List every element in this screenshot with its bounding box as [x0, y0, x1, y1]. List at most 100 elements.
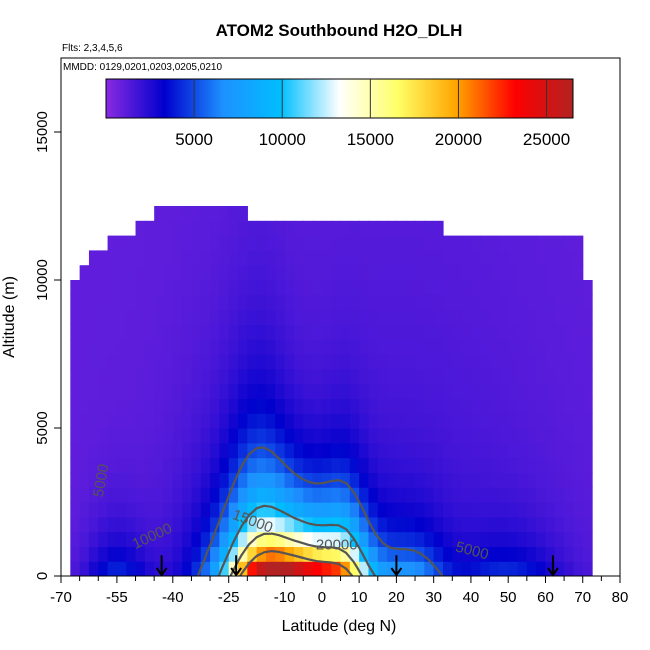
heatmap-cell: [182, 235, 193, 251]
heatmap-cell: [461, 487, 472, 503]
heatmap-cell: [312, 531, 323, 547]
heatmap-cell: [470, 487, 481, 503]
heatmap-cell: [377, 413, 388, 429]
heatmap-cell: [405, 294, 416, 311]
heatmap-cell: [98, 561, 109, 576]
heatmap-cell: [405, 250, 416, 266]
heatmap-cell: [88, 561, 99, 576]
heatmap-cell: [126, 516, 137, 533]
heatmap-cell: [526, 280, 537, 296]
heatmap-cell: [340, 309, 351, 325]
heatmap-cell: [424, 280, 435, 296]
heatmap-cell: [377, 324, 388, 340]
heatmap-cell: [182, 309, 193, 325]
heatmap-cell: [238, 428, 248, 444]
heatmap-cell: [331, 294, 342, 311]
heatmap-cell: [144, 561, 155, 576]
heatmap-cell: [387, 354, 397, 370]
heatmap-cell: [303, 472, 314, 488]
heatmap-cell: [582, 487, 593, 503]
heatmap-cell: [321, 250, 332, 266]
heatmap-cell: [349, 324, 360, 340]
heatmap-cell: [265, 354, 276, 370]
heatmap-cell: [442, 383, 453, 399]
heatmap-cell: [238, 324, 248, 340]
heatmap-cell: [154, 383, 165, 399]
x-axis: -70 -55 -40 -25 -10 0 10 20 30 40 50 60 70 80: [50, 576, 628, 606]
heatmap-cell: [545, 428, 556, 444]
heatmap-cell: [265, 265, 276, 281]
heatmap-cell: [303, 280, 314, 296]
heatmap-cell: [526, 368, 537, 385]
heatmap-cell: [554, 235, 565, 251]
heatmap-cell: [508, 487, 519, 503]
heatmap-cell: [107, 309, 118, 325]
heatmap-cell: [517, 368, 528, 385]
heatmap-cell: [321, 546, 332, 562]
heatmap-cell: [265, 472, 276, 488]
heatmap-cell: [135, 280, 146, 296]
heatmap-cell: [433, 487, 444, 503]
heatmap-cell: [191, 206, 202, 222]
heatmap-cell: [480, 487, 491, 503]
heatmap-cell: [321, 324, 332, 340]
heatmap-cell: [116, 472, 127, 488]
heatmap-cell: [238, 206, 248, 222]
heatmap-cell: [424, 235, 435, 251]
heatmap-cell: [564, 398, 575, 414]
heatmap-cell: [461, 235, 472, 251]
heatmap-cell: [442, 265, 453, 281]
heatmap-cell: [573, 354, 584, 370]
heatmap-cell: [433, 250, 444, 266]
heatmap-cell: [498, 368, 509, 385]
heatmap-cell: [396, 516, 407, 533]
heatmap-cell: [303, 516, 314, 533]
heatmap-cell: [163, 220, 174, 237]
heatmap-cell: [98, 472, 109, 488]
heatmap-cell: [107, 235, 118, 251]
heatmap-cell: [265, 413, 276, 429]
heatmap-cell: [415, 413, 425, 429]
heatmap-cell: [238, 354, 248, 370]
heatmap-cell: [321, 265, 332, 281]
heatmap-cell: [79, 324, 90, 340]
heatmap-cell: [210, 531, 220, 547]
heatmap-cell: [182, 546, 193, 562]
heatmap-cell: [359, 265, 370, 281]
heatmap-cell: [70, 561, 81, 576]
heatmap-cell: [126, 531, 137, 547]
heatmap-cell: [564, 354, 575, 370]
heatmap-cell: [293, 354, 304, 370]
heatmap-cell: [144, 457, 155, 473]
heatmap-cell: [498, 339, 509, 355]
heatmap-cell: [210, 250, 220, 266]
heatmap-cell: [349, 428, 360, 444]
heatmap-cell: [107, 457, 118, 473]
heatmap-cell: [182, 220, 193, 237]
x-tick-label: 70: [574, 589, 591, 606]
heatmap-cell: [536, 457, 547, 473]
heatmap-cell: [70, 487, 81, 503]
heatmap-cell: [396, 220, 407, 237]
heatmap-cell: [554, 324, 565, 340]
heatmap-cell: [182, 368, 193, 385]
heatmap-cell: [442, 457, 453, 473]
heatmap-cell: [452, 280, 463, 296]
heatmap-cell: [498, 383, 509, 399]
heatmap-cell: [228, 294, 239, 311]
heatmap-cell: [377, 398, 388, 414]
heatmap-cell: [163, 309, 174, 325]
heatmap-cell: [303, 309, 314, 325]
heatmap-cell: [415, 561, 425, 576]
heatmap-cell: [517, 457, 528, 473]
heatmap-cell: [452, 354, 463, 370]
heatmap-cell: [480, 472, 491, 488]
heatmap-cell: [536, 383, 547, 399]
heatmap-cell: [210, 324, 220, 340]
heatmap-cell: [256, 354, 267, 370]
heatmap-cell: [256, 220, 267, 237]
heatmap-cell: [405, 398, 416, 414]
heatmap-cell: [433, 502, 444, 518]
heatmap-cell: [200, 368, 211, 385]
